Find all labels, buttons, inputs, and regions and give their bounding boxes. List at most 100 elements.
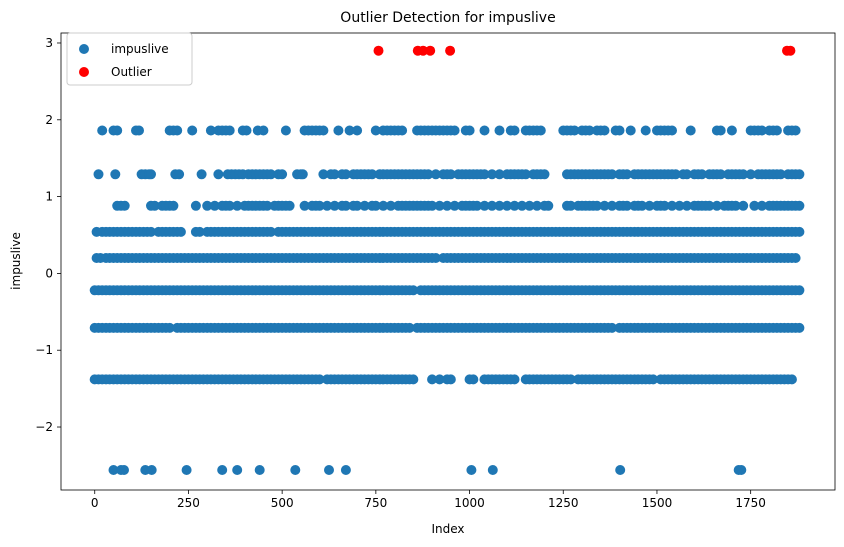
- data-point: [502, 200, 512, 211]
- data-point: [479, 200, 490, 211]
- data-point: [224, 200, 235, 211]
- data-point: [434, 200, 445, 211]
- y-tick-label: 1: [45, 190, 53, 204]
- data-point: [479, 169, 490, 180]
- data-point: [715, 169, 726, 180]
- data-point: [318, 169, 329, 180]
- data-point: [352, 125, 363, 136]
- data-point: [726, 125, 737, 136]
- data-point: [494, 125, 505, 136]
- data-point: [190, 200, 201, 211]
- data-point: [794, 285, 805, 296]
- data-point: [146, 465, 157, 475]
- data-point: [187, 125, 198, 136]
- legend-box: [66, 32, 193, 86]
- data-point: [543, 200, 554, 211]
- data-point: [146, 226, 156, 237]
- data-point: [175, 226, 186, 237]
- data-point: [794, 226, 805, 237]
- data-point: [622, 169, 632, 180]
- legend-marker-impuslive: [79, 44, 89, 54]
- data-point: [487, 200, 497, 211]
- data-point: [352, 200, 363, 211]
- y-axis-label: impuslive: [9, 232, 23, 290]
- data-point: [494, 169, 505, 180]
- data-point: [442, 200, 453, 211]
- data-point: [277, 169, 288, 180]
- data-point: [615, 465, 626, 475]
- data-point: [333, 125, 344, 136]
- data-point: [517, 200, 527, 211]
- data-point: [119, 200, 130, 211]
- x-tick-label: 1500: [642, 496, 673, 510]
- data-point: [532, 200, 542, 211]
- data-point: [771, 125, 782, 136]
- data-point: [168, 200, 179, 211]
- data-point: [194, 226, 205, 237]
- data-point: [174, 169, 185, 180]
- data-point: [318, 125, 329, 136]
- data-point: [696, 169, 707, 180]
- data-point: [164, 322, 175, 333]
- data-point: [756, 125, 767, 136]
- data-point: [329, 200, 340, 211]
- data-point: [607, 322, 617, 333]
- data-point: [667, 200, 677, 211]
- x-tick-label: 1250: [548, 496, 579, 510]
- data-point: [314, 374, 325, 385]
- data-point: [569, 125, 580, 136]
- data-point: [344, 125, 355, 136]
- data-point: [539, 169, 550, 180]
- data-point: [423, 169, 434, 180]
- outlier-point: [785, 45, 796, 56]
- x-tick-label: 1000: [454, 496, 485, 510]
- data-point: [681, 200, 692, 211]
- data-point: [213, 169, 224, 180]
- data-point: [449, 200, 460, 211]
- data-point: [509, 200, 520, 211]
- data-point: [262, 200, 273, 211]
- data-point: [241, 125, 252, 136]
- data-point: [625, 125, 636, 136]
- data-point: [756, 200, 767, 211]
- data-point: [430, 169, 441, 180]
- data-point: [97, 125, 108, 136]
- data-point: [322, 200, 333, 211]
- data-point: [217, 465, 228, 475]
- data-point: [685, 125, 696, 136]
- data-point: [565, 200, 576, 211]
- data-point: [509, 125, 520, 136]
- legend: impuslive Outlier: [66, 32, 193, 86]
- data-point: [472, 200, 482, 211]
- data-point: [644, 200, 655, 211]
- data-point: [494, 200, 505, 211]
- data-point: [324, 465, 334, 475]
- data-point: [196, 169, 207, 180]
- data-point: [290, 465, 301, 475]
- data-point: [385, 200, 396, 211]
- data-point: [584, 125, 595, 136]
- data-point: [637, 200, 647, 211]
- data-point: [408, 285, 419, 296]
- x-tick-label: 750: [364, 496, 387, 510]
- data-point: [284, 200, 295, 211]
- legend-label-impuslive: impuslive: [111, 42, 169, 56]
- data-point: [614, 125, 625, 136]
- data-point: [265, 226, 276, 237]
- data-point: [659, 200, 670, 211]
- data-point: [592, 200, 602, 211]
- data-point: [265, 169, 276, 180]
- data-point: [209, 200, 220, 211]
- data-point: [445, 374, 456, 385]
- data-point: [378, 200, 389, 211]
- data-point: [468, 374, 479, 385]
- data-point: [359, 200, 370, 211]
- outlier-point: [418, 45, 429, 56]
- data-point: [667, 125, 677, 136]
- x-tick-label: 0: [91, 496, 99, 510]
- plot-frame: [60, 32, 836, 491]
- y-tick-label: −1: [35, 343, 53, 357]
- data-point: [314, 200, 325, 211]
- data-point: [704, 200, 715, 211]
